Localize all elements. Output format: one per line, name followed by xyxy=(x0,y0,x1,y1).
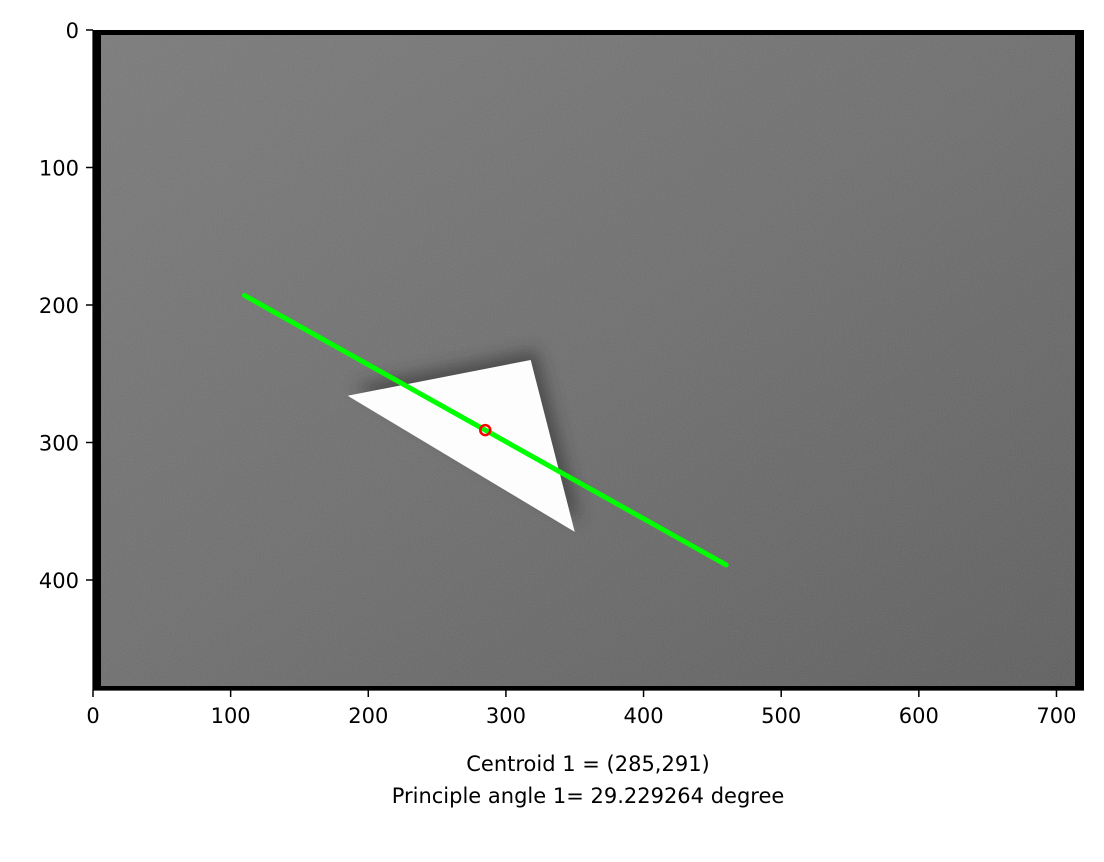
x-tick-label: 700 xyxy=(1036,704,1076,728)
y-tick-label: 100 xyxy=(39,157,79,181)
overlay-layer xyxy=(241,292,729,568)
x-tick-label: 300 xyxy=(486,704,526,728)
photo xyxy=(93,30,1084,690)
x-tick-label: 600 xyxy=(899,704,939,728)
y-tick-label: 300 xyxy=(39,432,79,456)
caption: Centroid 1 = (285,291) Principle angle 1… xyxy=(392,752,785,808)
caption-line-centroid: Centroid 1 = (285,291) xyxy=(466,752,710,776)
x-tick-label: 500 xyxy=(761,704,801,728)
x-tick-label: 0 xyxy=(86,704,99,728)
y-axis: 0 100 200 300 400 xyxy=(39,19,94,690)
y-tick-label: 400 xyxy=(39,569,79,593)
white-triangle-object xyxy=(347,360,575,532)
centroid-marker xyxy=(479,423,492,437)
photo-noise xyxy=(101,35,1075,686)
x-tick-label: 200 xyxy=(348,704,388,728)
object-layer xyxy=(347,360,575,532)
caption-line-angle: Principle angle 1= 29.229264 degree xyxy=(392,784,785,808)
y-tick-label: 200 xyxy=(39,294,79,318)
y-tick-label: 0 xyxy=(66,19,79,43)
principal-axis-line xyxy=(241,292,729,568)
x-axis: 0 100 200 300 400 500 600 700 xyxy=(86,689,1084,728)
x-tick-label: 400 xyxy=(624,704,664,728)
x-tick-label: 100 xyxy=(211,704,251,728)
